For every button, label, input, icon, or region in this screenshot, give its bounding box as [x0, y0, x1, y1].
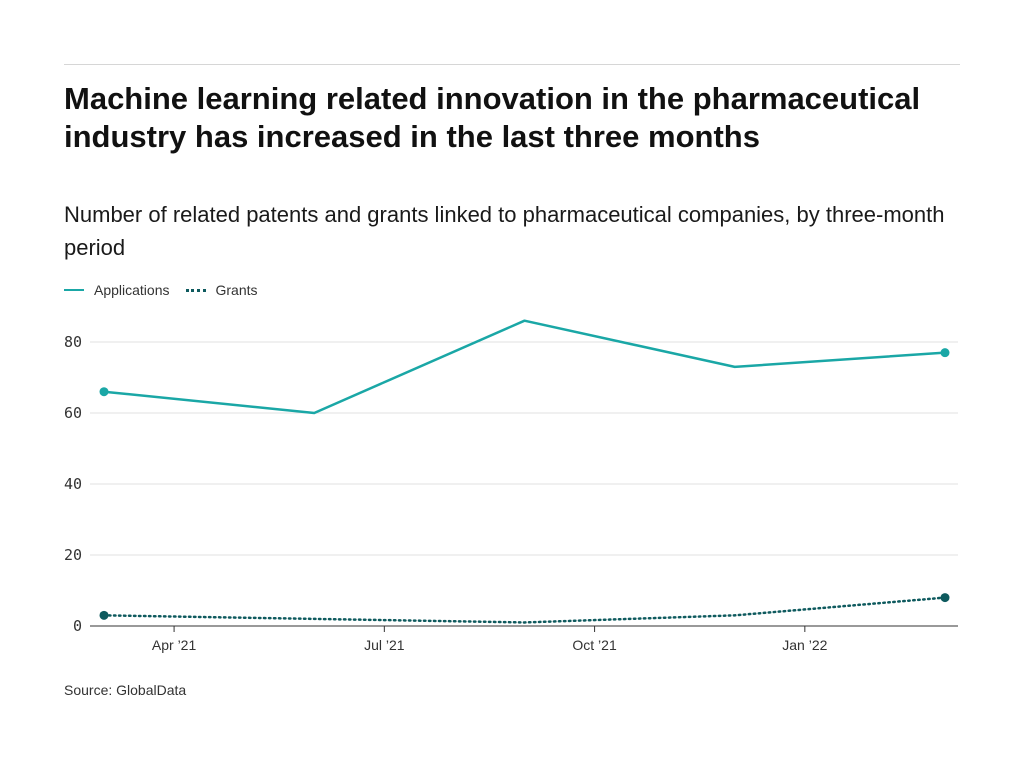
- chart-subtitle: Number of related patents and grants lin…: [64, 202, 945, 260]
- y-tick-label: 20: [64, 546, 82, 564]
- y-tick-label: 80: [64, 333, 82, 351]
- legend-swatch-applications: [64, 289, 84, 291]
- x-tick-label: Jul ’21: [364, 637, 405, 653]
- legend-swatch-grants: [185, 288, 206, 292]
- line-chart: 0 20 40 60 80 Apr ’21 Jul ’21 Oct ’21 Jan ’22: [64, 319, 958, 653]
- y-tick-label: 40: [64, 475, 82, 493]
- x-tick-label: Jan ’22: [782, 637, 827, 653]
- legend-item-grants: Grants: [185, 282, 258, 298]
- data-point-applications: [99, 387, 109, 397]
- chart-title: Machine learning related innovation in t…: [64, 81, 921, 154]
- x-tick-label: Apr ’21: [152, 637, 197, 653]
- data-point-grants: [940, 593, 950, 603]
- series-line-grants: [102, 596, 947, 624]
- series-line-applications: [103, 319, 946, 415]
- data-point-grants: [99, 610, 109, 620]
- legend-label-applications: Applications: [94, 282, 170, 298]
- source-note: Source: GlobalData: [64, 682, 187, 698]
- legend-label-grants: Grants: [215, 282, 258, 298]
- x-tick-label: Oct ’21: [572, 637, 617, 653]
- y-tick-label: 0: [73, 617, 82, 635]
- top-divider: [64, 64, 960, 65]
- legend-item-applications: Applications: [64, 282, 170, 298]
- chart-legend: Applications Grants: [64, 280, 274, 300]
- y-tick-label: 60: [64, 404, 82, 422]
- data-point-applications: [940, 348, 950, 358]
